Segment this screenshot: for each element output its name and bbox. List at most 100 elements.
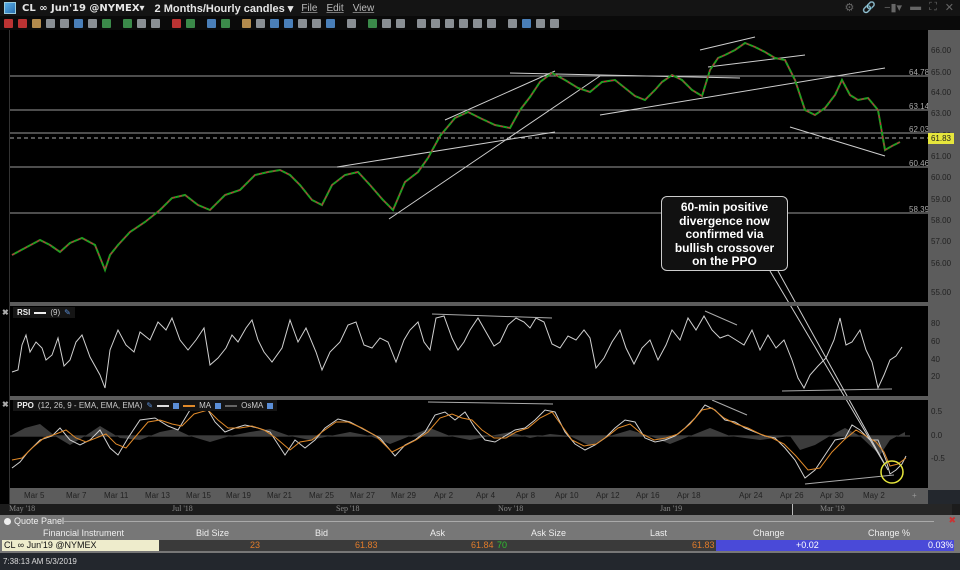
osma-toggle[interactable]	[267, 402, 274, 409]
time-tick: Mar 19	[226, 491, 251, 500]
circle-icon[interactable]	[88, 18, 97, 28]
ppo-tick: -0.5	[931, 454, 945, 463]
ask-size-cell: 70	[497, 540, 508, 550]
level-label: 62.03	[909, 125, 930, 134]
trendline-icon[interactable]	[256, 18, 265, 28]
scroll-left-icon[interactable]	[445, 18, 454, 28]
column-header[interactable]: Financial Instrument	[43, 528, 125, 538]
undo-icon[interactable]	[298, 18, 307, 28]
collapse-icon[interactable]	[4, 517, 11, 525]
column-header[interactable]: Last	[650, 528, 668, 538]
column-header[interactable]: Bid Size	[196, 528, 230, 538]
globe-icon[interactable]	[221, 18, 230, 28]
instrument-cell[interactable]: CL ∞ Jun'19 @NYMEX	[2, 540, 159, 551]
grid-icon[interactable]	[46, 18, 55, 28]
image-icon[interactable]	[102, 18, 111, 28]
layout-icon[interactable]	[137, 18, 146, 28]
quote-panel-header[interactable]: Quote Panel	[4, 516, 64, 526]
sync-icon[interactable]	[522, 18, 531, 28]
time-tick: Apr 4	[476, 491, 496, 500]
rsi-tick: 20	[931, 372, 940, 381]
note-icon[interactable]	[284, 18, 293, 28]
rsi-legend[interactable]: RSI (9) ✎	[13, 307, 75, 318]
chart-image-icon[interactable]	[123, 18, 132, 28]
zoom-out-icon[interactable]	[431, 18, 440, 28]
annotation-callout[interactable]: 60-min positive divergence now confirmed…	[661, 196, 788, 271]
panel-divider[interactable]	[10, 302, 928, 306]
time-tick: Mar 13	[145, 491, 170, 500]
pin-icon[interactable]: −▮▾	[884, 2, 903, 14]
menu-edit[interactable]: Edit	[326, 2, 344, 14]
edit-study-icon[interactable]: ✎	[64, 308, 71, 317]
close-rsi-icon[interactable]: ✖	[2, 308, 9, 317]
panel-divider[interactable]	[10, 396, 928, 400]
mountain-icon[interactable]	[207, 18, 216, 28]
minimize-icon[interactable]: ▬	[910, 1, 922, 13]
price-tick: 57.00	[931, 237, 952, 246]
gear-icon[interactable]: ⚙	[844, 2, 855, 14]
crosshair-icon[interactable]	[18, 18, 27, 28]
quote-row[interactable]	[2, 540, 954, 551]
close-icon[interactable]: ✕	[944, 2, 954, 14]
ma-toggle[interactable]	[215, 402, 222, 409]
navigator-selection[interactable]	[792, 504, 952, 515]
menu-file[interactable]: File	[301, 2, 318, 14]
refresh-icon[interactable]	[74, 18, 83, 28]
close-panel-icon[interactable]: ✖	[948, 515, 956, 525]
cycle-icon[interactable]	[326, 18, 335, 28]
dropdown-icon[interactable]	[151, 18, 160, 28]
column-header[interactable]: Ask	[430, 528, 446, 538]
period-selector[interactable]: 2 Months/Hourly candles ▾	[154, 2, 294, 15]
channel-tool-icon[interactable]	[396, 18, 405, 28]
price-axis[interactable]: 66.00 65.00 64.00 63.00 62.00 61.00 60.0…	[928, 30, 960, 490]
chart-canvas[interactable]	[0, 30, 960, 488]
close-ppo-icon[interactable]: ✖	[2, 400, 9, 409]
column-header[interactable]: Ask Size	[531, 528, 567, 538]
price-tick: 64.00	[931, 88, 952, 97]
menu-view[interactable]: View	[352, 2, 375, 14]
ppo-line-toggle[interactable]	[173, 402, 180, 409]
wrench-icon[interactable]	[536, 18, 545, 28]
filter-icon[interactable]	[347, 18, 356, 28]
time-axis[interactable]: Mar 5 Mar 7 Mar 11 Mar 13 Mar 15 Mar 19 …	[10, 488, 928, 504]
settings-icon[interactable]	[508, 18, 517, 28]
close-chart-icon[interactable]	[4, 18, 13, 28]
redo-icon[interactable]	[312, 18, 321, 28]
status-bar: 7:38:13 AM 5/3/2019	[0, 553, 960, 570]
line-tool-icon[interactable]	[382, 18, 391, 28]
print-icon[interactable]	[60, 18, 69, 28]
link-icon[interactable]: 🔗	[862, 2, 877, 14]
draw-line-icon[interactable]	[172, 18, 181, 28]
time-tick: Mar 15	[186, 491, 211, 500]
study-icon[interactable]	[368, 18, 377, 28]
target-icon[interactable]	[242, 18, 251, 28]
navigator-label: Jul '18	[172, 504, 193, 513]
ppo-legend[interactable]: PPO (12, 26, 9 - EMA, EMA, EMA) ✎ MA OsM…	[13, 400, 278, 411]
edit-study-icon[interactable]: ✎	[146, 401, 154, 410]
ask-cell: 61.84	[471, 540, 494, 550]
ppo-params: (12, 26, 9 - EMA, EMA, EMA)	[37, 401, 143, 410]
time-tick: Mar 7	[66, 491, 87, 500]
compress-icon[interactable]	[487, 18, 496, 28]
text-icon[interactable]	[270, 18, 279, 28]
column-header[interactable]: Change %	[868, 528, 911, 538]
column-header[interactable]: Bid	[315, 528, 329, 538]
navigator-label: Nov '18	[498, 504, 524, 513]
price-tick: 66.00	[931, 46, 952, 55]
chart-app-icon	[4, 2, 16, 14]
zoom-in-icon[interactable]	[417, 18, 426, 28]
scroll-right-icon[interactable]	[459, 18, 468, 28]
expand-icon[interactable]	[473, 18, 482, 28]
symbol-selector[interactable]: CL ∞ Jun'19 @NYMEX▾	[22, 2, 145, 14]
rsi-tick: 60	[931, 337, 940, 346]
time-tick: Apr 12	[596, 491, 620, 500]
pointer-icon[interactable]	[32, 18, 41, 28]
bar-chart-icon[interactable]	[186, 18, 195, 28]
column-header[interactable]: Change	[753, 528, 785, 538]
price-tick: 65.00	[931, 68, 952, 77]
history-navigator[interactable]: May '18 Jul '18 Sep '18 Nov '18 Jan '19 …	[0, 504, 960, 515]
more-dropdown-icon[interactable]	[550, 18, 559, 28]
add-time-icon[interactable]: +	[912, 491, 917, 500]
maximize-icon[interactable]: ⛶	[929, 1, 937, 13]
